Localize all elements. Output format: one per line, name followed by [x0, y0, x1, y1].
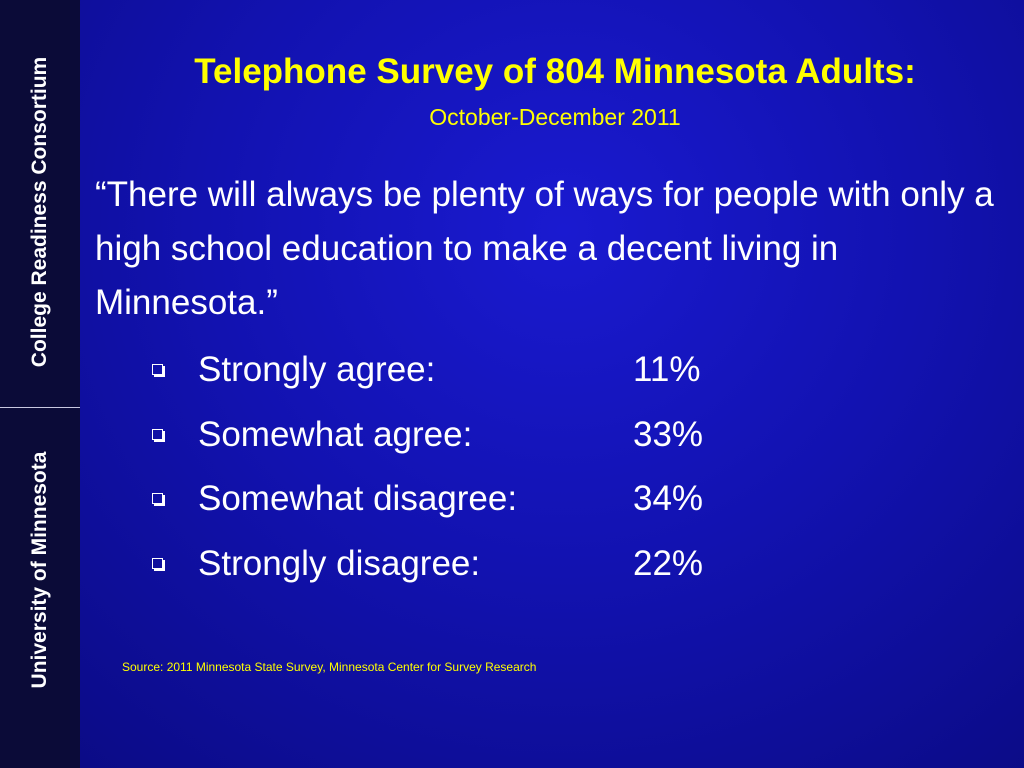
divider	[0, 407, 80, 408]
item-value: 11%	[633, 350, 701, 389]
subtitle: October-December 2011	[429, 104, 681, 130]
sidebar-label: College Readiness Consortium	[28, 56, 51, 368]
bullet-marker	[152, 493, 163, 504]
bullet-marker	[152, 557, 163, 569]
item-label: Strongly disagree:	[198, 543, 481, 583]
item-value: 33%	[633, 414, 704, 454]
item-label: Strongly agree:	[198, 350, 436, 389]
bullet-marker	[152, 364, 163, 375]
sidebar-label: University of Minnesota	[28, 451, 51, 689]
bullet-marker	[152, 428, 163, 440]
title: Telephone Survey of 804 Minnesota Adults…	[194, 52, 916, 91]
sidebar: College Readiness Consortium University …	[0, 0, 80, 768]
item-value: 22%	[633, 543, 704, 583]
source-note: Source: 2011 Minnesota State Survey, Min…	[122, 660, 537, 674]
item-label: Somewhat agree:	[198, 414, 473, 454]
quote: “There will always be plenty of ways for…	[95, 175, 994, 322]
item-value: 34%	[633, 479, 704, 518]
item-label: Somewhat disagree:	[198, 479, 518, 518]
